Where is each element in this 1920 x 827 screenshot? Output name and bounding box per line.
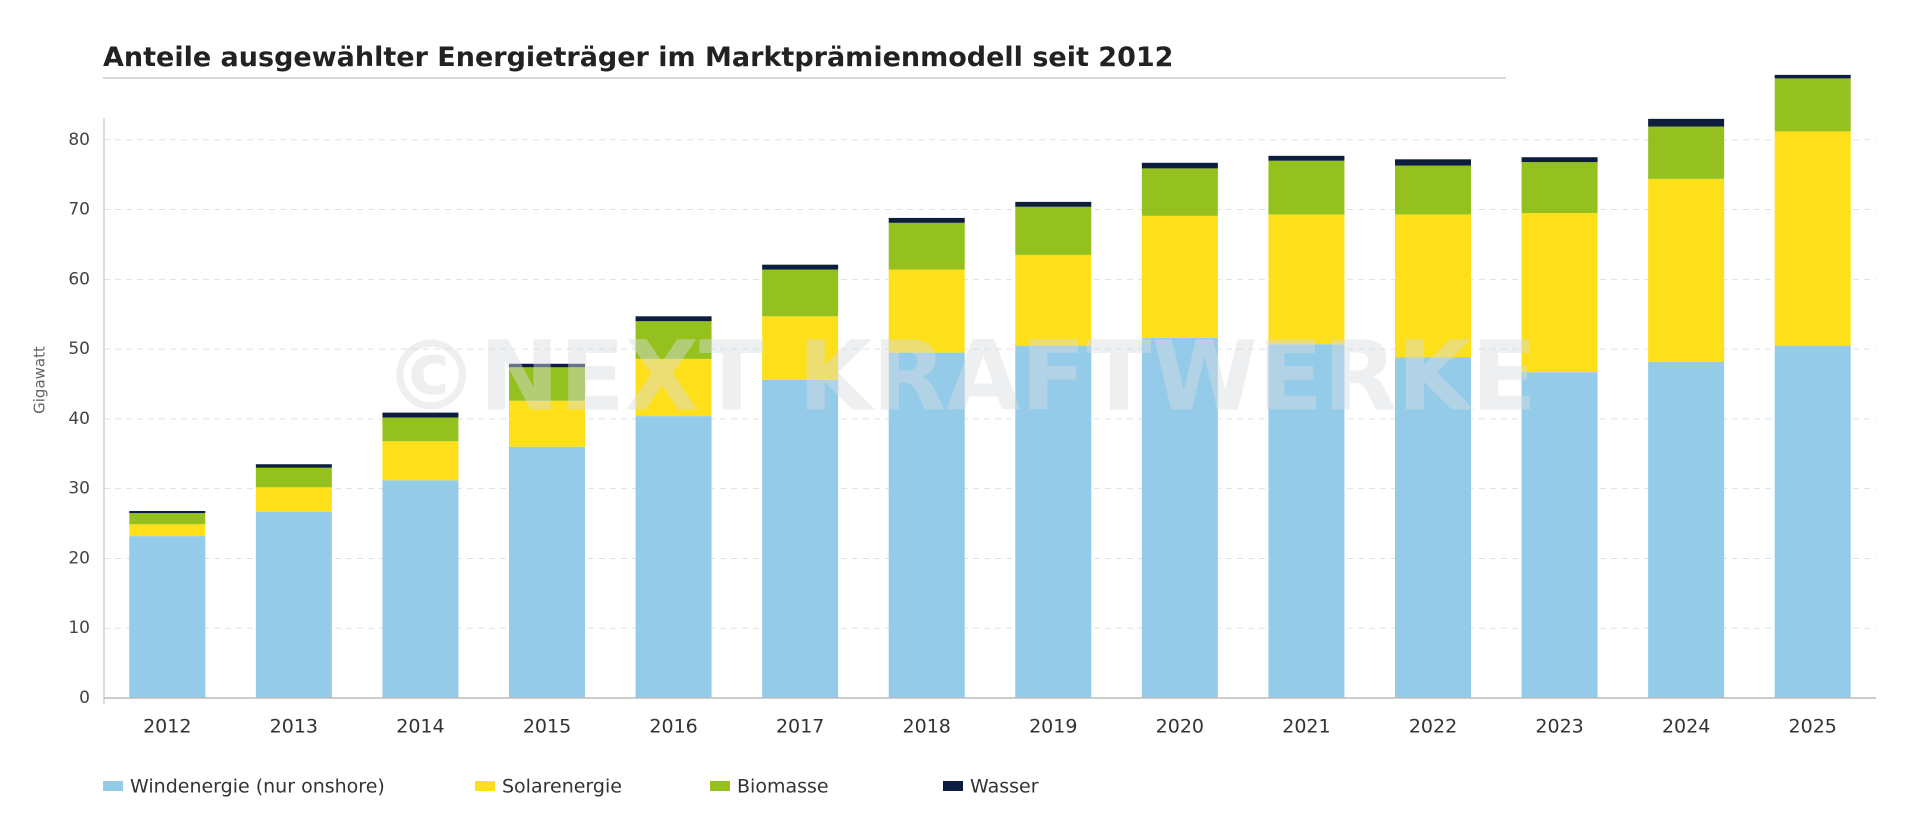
x-tick-label: 2012 [143, 716, 191, 738]
bar-segment [762, 269, 839, 317]
legend-label: Wasser [970, 776, 1039, 798]
bar-segment [1141, 215, 1218, 338]
bar-segment [635, 321, 712, 359]
x-tick-label: 2018 [903, 716, 951, 738]
bar-segment [1268, 214, 1345, 345]
x-tick-label: 2022 [1409, 716, 1457, 738]
y-tick-label: 80 [68, 130, 90, 150]
y-tick-label: 50 [68, 339, 90, 359]
x-tick-label: 2020 [1156, 716, 1204, 738]
bar-segment [635, 316, 712, 322]
x-tick-label: 2019 [1029, 716, 1077, 738]
bar-segment [1395, 159, 1471, 166]
x-tick-label: 2017 [776, 716, 824, 738]
watermark: ©NEXT KRAFTWERKE [383, 320, 1537, 432]
bar-segment [1521, 157, 1598, 163]
bar-segment [635, 358, 712, 417]
legend-label: Biomasse [737, 776, 829, 798]
y-tick-label: 0 [79, 688, 90, 708]
bar-segment [1268, 155, 1345, 161]
bar-segment [129, 524, 206, 537]
y-axis-label: Gigawatt [31, 346, 49, 414]
bar-segment [1395, 214, 1471, 358]
chart-title: Anteile ausgewählter Energieträger im Ma… [103, 42, 1173, 73]
y-tick-label: 20 [68, 548, 90, 568]
bar-segment [1015, 345, 1092, 698]
bar-segment [888, 222, 965, 270]
bar-segment [382, 412, 459, 418]
bar-segment [1774, 131, 1851, 346]
legend-swatch [103, 781, 123, 791]
bar-segment [1015, 201, 1092, 207]
legend-label: Windenergie (nur onshore) [130, 776, 385, 798]
x-tick-label: 2015 [523, 716, 571, 738]
bar-segment [129, 510, 206, 514]
legend-swatch [710, 781, 730, 791]
bar-segment [1015, 254, 1092, 346]
bar-segment [1521, 213, 1598, 373]
bar-segment [1774, 74, 1851, 79]
bar-segment [255, 464, 332, 468]
bar-segment [1015, 206, 1092, 255]
bar-segment [635, 416, 712, 698]
bar-segment [762, 379, 839, 698]
bar-segment [888, 217, 965, 223]
bar-segment [1774, 78, 1851, 132]
legend-swatch [475, 781, 495, 791]
x-tick-label: 2023 [1535, 716, 1583, 738]
bar-segment [509, 446, 585, 698]
bar-segment [1141, 162, 1218, 169]
bar-segment [1395, 165, 1471, 215]
bar-segment [509, 363, 585, 368]
bar-segment [255, 467, 332, 488]
bar-segment [1648, 126, 1725, 179]
bar-segment [382, 417, 459, 442]
bar-segment [1521, 372, 1598, 698]
bar-segment [1521, 162, 1598, 214]
legend-label: Solarenergie [502, 776, 622, 798]
x-tick-label: 2016 [649, 716, 697, 738]
bar-segment [1141, 168, 1218, 216]
bar-segment [1395, 357, 1471, 698]
x-tick-label: 2013 [270, 716, 318, 738]
bar-segment [129, 513, 206, 525]
bar-segment [509, 400, 585, 447]
y-tick-label: 30 [68, 479, 90, 499]
x-tick-label: 2021 [1282, 716, 1330, 738]
x-tick-label: 2014 [396, 716, 444, 738]
bar-segment [1648, 118, 1725, 127]
bar-segment [255, 511, 332, 698]
x-tick-label: 2024 [1662, 716, 1710, 738]
y-tick-label: 70 [68, 200, 90, 220]
bar-segment [888, 352, 965, 698]
bar-segment [382, 480, 459, 698]
y-tick-label: 60 [68, 269, 90, 289]
bar-segment [1268, 160, 1345, 215]
bar-segment [129, 536, 206, 698]
bar-segment [762, 264, 839, 270]
x-tick-label: 2025 [1789, 716, 1837, 738]
bar-segment [255, 487, 332, 512]
bar-segment [1648, 178, 1725, 362]
bar-segment [509, 367, 585, 401]
y-tick-label: 40 [68, 409, 90, 429]
y-tick-label: 10 [68, 618, 90, 638]
legend-swatch [943, 781, 963, 791]
bar-segment [1774, 345, 1851, 698]
bar-segment [1141, 337, 1218, 698]
bar-segment [762, 316, 839, 380]
bar-segment [1268, 344, 1345, 698]
bar-segment [1648, 361, 1725, 698]
bar-segment [888, 269, 965, 353]
bar-segment [382, 441, 459, 481]
